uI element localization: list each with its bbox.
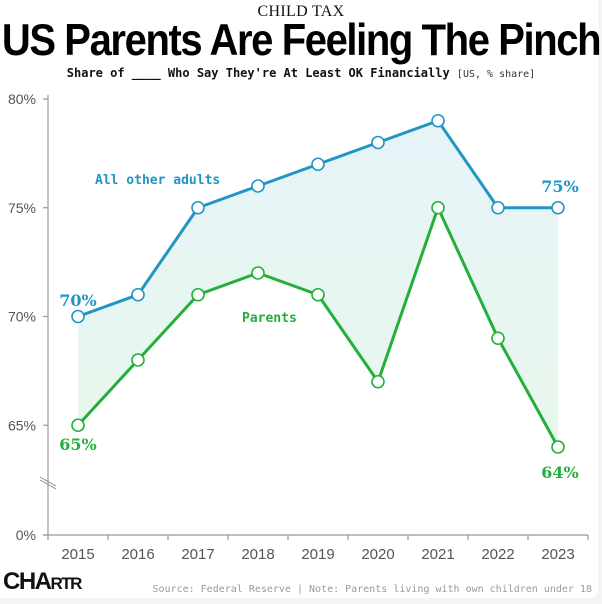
data-point-all-other-adults bbox=[431, 113, 445, 128]
data-point-all-other-adults bbox=[491, 200, 505, 215]
x-tick-label: 2023 bbox=[541, 546, 574, 563]
x-tick-label: 2016 bbox=[121, 546, 154, 563]
data-point-parents bbox=[371, 374, 385, 389]
series-label-all-other-adults: All other adults bbox=[95, 173, 220, 188]
y-tick-label: 65% bbox=[8, 417, 36, 433]
data-point-all-other-adults bbox=[551, 200, 565, 215]
data-point-all-other-adults bbox=[251, 179, 265, 193]
series-label-parents: Parents bbox=[242, 311, 297, 326]
value-label-adults-end: 75% bbox=[541, 177, 578, 196]
chart-kicker: CHILD TAX bbox=[257, 3, 345, 20]
y-tick-label: 80% bbox=[8, 91, 36, 107]
x-tick-label: 2021 bbox=[421, 546, 454, 563]
value-label-parents-start: 65% bbox=[59, 435, 96, 454]
source-note: Source: Federal Reserve | Note: Parents … bbox=[152, 584, 593, 595]
x-tick-label: 2015 bbox=[61, 546, 94, 563]
y-tick-label: 0% bbox=[16, 527, 36, 543]
x-tick-label: 2019 bbox=[301, 546, 334, 563]
logo-tail: RTR bbox=[50, 574, 83, 593]
axis-break-mark bbox=[39, 479, 57, 490]
x-tick-label: 2020 bbox=[361, 546, 394, 563]
x-tick-label: 2018 bbox=[241, 546, 274, 563]
axis-break-mark bbox=[39, 476, 57, 487]
y-tick-label: 75% bbox=[8, 200, 36, 216]
data-point-parents bbox=[311, 287, 325, 302]
logo-main: CHA bbox=[3, 568, 52, 595]
data-point-parents bbox=[551, 440, 565, 454]
data-point-parents bbox=[71, 418, 85, 433]
data-point-parents bbox=[491, 331, 505, 346]
subtitle-main: Share of ____ Who Say They're At Least O… bbox=[66, 66, 450, 80]
value-label-adults-start: 70% bbox=[59, 291, 96, 310]
value-label-parents-end: 64% bbox=[541, 463, 578, 482]
chart-subtitle: Share of ____ Who Say They're At Least O… bbox=[0, 66, 602, 80]
chart-title: US Parents Are Feeling The Pinch bbox=[1, 16, 602, 66]
x-tick-label: 2017 bbox=[181, 546, 214, 563]
chartr-logo: CHARTR bbox=[3, 568, 83, 596]
x-tick-label: 2022 bbox=[481, 546, 514, 563]
data-point-parents bbox=[131, 353, 145, 367]
data-point-all-other-adults bbox=[311, 157, 325, 172]
data-point-all-other-adults bbox=[71, 309, 85, 324]
data-point-parents bbox=[251, 266, 265, 280]
y-tick-label: 70% bbox=[8, 309, 36, 325]
data-point-all-other-adults bbox=[191, 200, 205, 215]
data-point-parents bbox=[431, 200, 445, 215]
subtitle-unit: [US, % share] bbox=[456, 69, 536, 80]
data-point-all-other-adults bbox=[371, 135, 385, 150]
data-point-all-other-adults bbox=[131, 287, 145, 302]
data-point-parents bbox=[191, 287, 205, 302]
